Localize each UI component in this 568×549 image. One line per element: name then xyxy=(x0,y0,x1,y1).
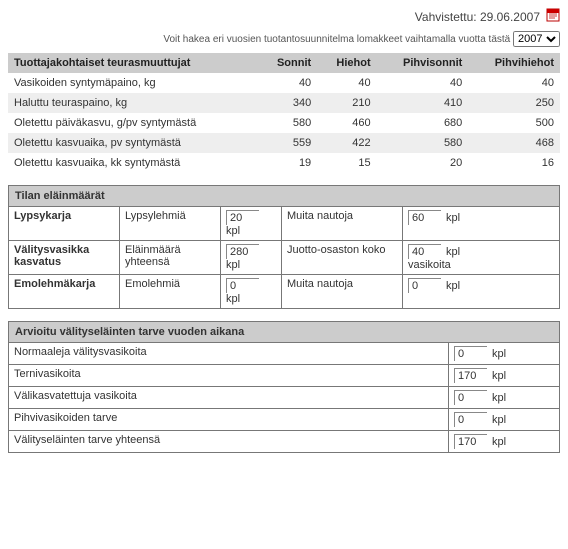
t2-c2-value: 60 kpl xyxy=(403,207,560,241)
t1-cell: 422 xyxy=(317,133,376,153)
t3-row-label: Normaaleja välitysvasikoita xyxy=(9,343,449,365)
t2-row-label: Lypsykarja xyxy=(9,207,120,241)
t1-cell: 680 xyxy=(377,113,469,133)
t1-row-label: Haluttu teuraspaino, kg xyxy=(8,93,258,113)
t1-cell: 250 xyxy=(468,93,560,113)
t1-cell: 40 xyxy=(317,73,376,93)
year-hint: Voit hakea eri vuosien tuotantosuunnitel… xyxy=(163,34,510,45)
confirmed-date: 29.06.2007 xyxy=(480,10,540,24)
t3-row-label: Ternivasikoita xyxy=(9,365,449,387)
confirmed-label: Vahvistettu: xyxy=(415,10,477,24)
year-select[interactable]: 2007 xyxy=(513,31,560,47)
t2-c1-label: Eläinmäärä yhteensä xyxy=(120,241,221,275)
t1-row-label: Oletettu kasvuaika, pv syntymästä xyxy=(8,133,258,153)
tarve-table: Arvioitu välityseläinten tarve vuoden ai… xyxy=(8,321,560,453)
t1-cell: 580 xyxy=(377,133,469,153)
t3-row-label: Pihvivasikoiden tarve xyxy=(9,409,449,431)
t1-col4: Pihvihiehot xyxy=(468,53,560,73)
t1-cell: 20 xyxy=(377,153,469,173)
t2-c1-value: 20kpl xyxy=(221,207,282,241)
t1-col3: Pihvisonnit xyxy=(377,53,469,73)
t2-c2-label: Juotto-osaston koko xyxy=(282,241,403,275)
t1-row-label: Vasikoiden syntymäpaino, kg xyxy=(8,73,258,93)
t3-value: 170 kpl xyxy=(449,365,560,387)
t3-value: 0 kpl xyxy=(449,343,560,365)
t1-col2: Hiehot xyxy=(317,53,376,73)
t2-c1-label: Emolehmiä xyxy=(120,275,221,309)
t2-c1-value: 280kpl xyxy=(221,241,282,275)
t3-row-label: Välityseläinten tarve yhteensä xyxy=(9,431,449,453)
t2-c2-label: Muita nautoja xyxy=(282,207,403,241)
t1-col0: Tuottajakohtaiset teurasmuuttujat xyxy=(8,53,258,73)
t3-value: 0 kpl xyxy=(449,387,560,409)
t1-cell: 16 xyxy=(468,153,560,173)
t2-title: Tilan eläinmäärät xyxy=(9,186,560,207)
t2-c1-label: Lypsylehmiä xyxy=(120,207,221,241)
t1-cell: 500 xyxy=(468,113,560,133)
t1-cell: 559 xyxy=(258,133,317,153)
t1-cell: 40 xyxy=(377,73,469,93)
t1-cell: 580 xyxy=(258,113,317,133)
t1-cell: 460 xyxy=(317,113,376,133)
pdf-icon[interactable] xyxy=(546,8,560,25)
t1-cell: 40 xyxy=(258,73,317,93)
t3-row-label: Välikasvatettuja vasikoita xyxy=(9,387,449,409)
t3-value: 0 kpl xyxy=(449,409,560,431)
t1-row-label: Oletettu päiväkasvu, g/pv syntymästä xyxy=(8,113,258,133)
t2-row-label: Välitysvasikka kasvatus xyxy=(9,241,120,275)
t1-cell: 15 xyxy=(317,153,376,173)
teurasmuuttujat-table: Tuottajakohtaiset teurasmuuttujat Sonnit… xyxy=(8,53,560,173)
t2-c2-value: 40 kplvasikoita xyxy=(403,241,560,275)
t2-c2-label: Muita nautoja xyxy=(282,275,403,309)
t1-cell: 19 xyxy=(258,153,317,173)
t1-col1: Sonnit xyxy=(258,53,317,73)
t1-cell: 340 xyxy=(258,93,317,113)
t1-cell: 210 xyxy=(317,93,376,113)
t1-cell: 410 xyxy=(377,93,469,113)
t3-title: Arvioitu välityseläinten tarve vuoden ai… xyxy=(9,322,560,343)
t1-cell: 468 xyxy=(468,133,560,153)
t1-cell: 40 xyxy=(468,73,560,93)
t2-row-label: Emolehmäkarja xyxy=(9,275,120,309)
elainmaarat-table: Tilan eläinmäärät LypsykarjaLypsylehmiä2… xyxy=(8,185,560,309)
t3-value: 170 kpl xyxy=(449,431,560,453)
t2-c1-value: 0kpl xyxy=(221,275,282,309)
t2-c2-value: 0 kpl xyxy=(403,275,560,309)
t1-row-label: Oletettu kasvuaika, kk syntymästä xyxy=(8,153,258,173)
